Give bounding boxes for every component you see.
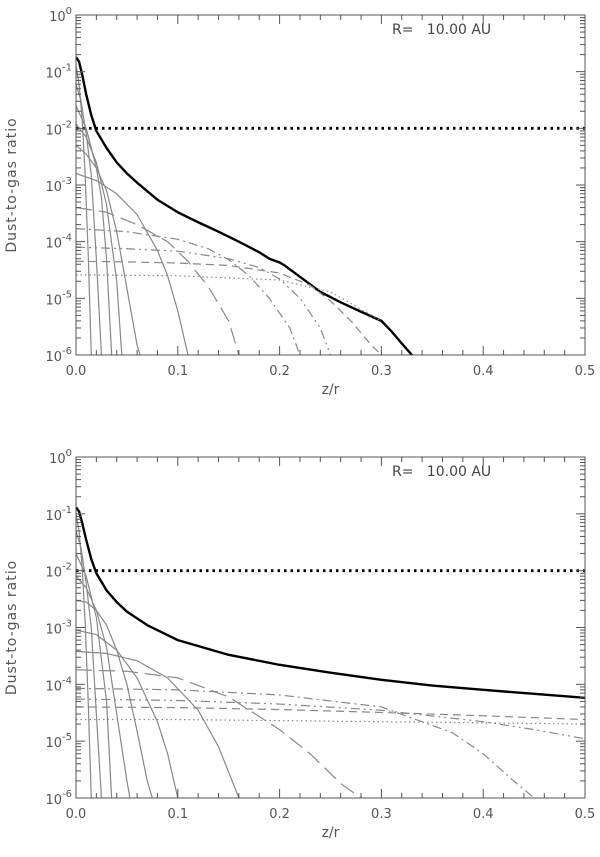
series-solid-7 xyxy=(76,172,189,355)
series-longdash-9 xyxy=(76,669,362,798)
y-tick-label: 10-2 xyxy=(45,119,72,138)
y-tick-label: 10-3 xyxy=(45,619,72,638)
x-tick-label: 0.4 xyxy=(473,364,494,379)
y-tick-labels: 100 10-1 10-2 10-3 10-4 10-5 10-6 xyxy=(45,448,72,808)
x-tick-label: 0.3 xyxy=(371,807,392,822)
y-tick-label: 10-1 xyxy=(45,63,72,82)
radius-annotation: R= 10.00 AU xyxy=(392,464,491,480)
chart-panel-top: 100 10-1 10-2 10-3 10-4 10-5 10-6 0.0 0.1 0.2 0.3… xyxy=(4,6,595,398)
axis-ticks xyxy=(75,456,586,799)
y-tick-label: 10-2 xyxy=(45,562,72,581)
series-dot-13 xyxy=(76,718,585,725)
x-tick-label: 0.1 xyxy=(167,364,188,379)
x-tick-label: 0.5 xyxy=(575,807,596,822)
plot-area xyxy=(76,506,585,798)
y-tick-label: 10-4 xyxy=(45,675,72,694)
x-tick-labels: 0.0 0.1 0.2 0.3 0.4 0.5 xyxy=(66,807,596,822)
y-tick-label: 10-5 xyxy=(45,289,72,308)
x-tick-label: 0.3 xyxy=(371,364,392,379)
series-total-0 xyxy=(76,56,413,355)
x-tick-label: 0.2 xyxy=(269,807,290,822)
x-tick-labels: 0.0 0.1 0.2 0.3 0.4 0.5 xyxy=(66,364,596,379)
chart-panel-bottom: 100 10-1 10-2 10-3 10-4 10-5 10-6 0.0 0.1 0.2 0.3… xyxy=(4,448,595,841)
series-dashdot-9 xyxy=(76,228,301,355)
series-longdash-8 xyxy=(76,206,240,355)
x-axis-label: z/r xyxy=(322,825,340,841)
x-tick-label: 0.0 xyxy=(66,807,87,822)
series-solid-4 xyxy=(76,553,113,798)
x-tick-label: 0.1 xyxy=(167,807,188,822)
x-tick-label: 0.5 xyxy=(575,364,596,379)
series-solid-5 xyxy=(76,575,131,798)
y-tick-label: 10-4 xyxy=(45,233,72,252)
y-tick-label: 10-6 xyxy=(45,346,72,365)
y-tick-label: 10-5 xyxy=(45,732,72,751)
y-axis-label: Dust-to-gas ratio xyxy=(4,560,20,695)
x-tick-label: 0.2 xyxy=(269,364,290,379)
y-tick-label: 10-3 xyxy=(45,176,72,195)
series-solid-3 xyxy=(76,530,103,798)
series-solid-3 xyxy=(76,84,103,355)
y-tick-label: 100 xyxy=(49,448,72,467)
y-axis-label: Dust-to-gas ratio xyxy=(4,117,20,252)
plot-border xyxy=(75,14,586,356)
x-tick-label: 0.0 xyxy=(66,364,87,379)
series-solid-2 xyxy=(76,513,92,798)
series-solid-6 xyxy=(76,144,141,355)
radius-annotation: R= 10.00 AU xyxy=(392,22,491,38)
series-solid-2 xyxy=(76,65,92,355)
plot-frame xyxy=(75,14,586,356)
series-dashdotdot-11 xyxy=(76,698,585,740)
series-dashdot-10 xyxy=(76,687,535,798)
series-solid-8 xyxy=(76,650,240,798)
series-dash-12 xyxy=(76,706,585,721)
plot-area xyxy=(76,56,585,355)
x-axis-label: z/r xyxy=(322,382,340,398)
series-dot-12 xyxy=(76,274,382,322)
y-tick-label: 10-6 xyxy=(45,789,72,808)
series-total-0 xyxy=(76,506,585,699)
x-tick-label: 0.4 xyxy=(473,807,494,822)
series-solid-7 xyxy=(76,629,179,798)
y-tick-label: 10-1 xyxy=(45,505,72,524)
axis-ticks xyxy=(75,14,586,356)
y-tick-label: 100 xyxy=(49,6,72,25)
series-solid-4 xyxy=(76,105,113,355)
y-tick-labels: 100 10-1 10-2 10-3 10-4 10-5 10-6 xyxy=(45,6,72,365)
